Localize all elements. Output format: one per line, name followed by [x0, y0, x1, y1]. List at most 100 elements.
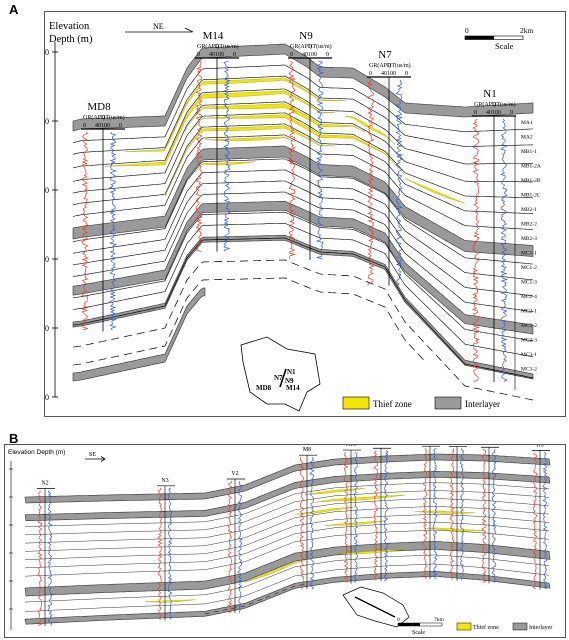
scale-min: 0 — [465, 26, 469, 35]
thief-zone — [294, 506, 356, 515]
layer-line — [72, 158, 534, 265]
layer-line — [24, 490, 550, 536]
layer-line — [72, 237, 534, 379]
interlayer-band — [24, 570, 551, 625]
layer-line — [72, 169, 534, 281]
thief-zone — [344, 116, 396, 145]
interlayer-band — [24, 541, 551, 597]
well-name: N7 — [378, 49, 392, 61]
gr-range-max: 40 — [95, 123, 101, 129]
legend-interlayer-label: Interlayer — [529, 625, 552, 631]
panel-a: Elevation Depth (m)-2800 -2900 -3000 -3100 -3… — [44, 11, 566, 417]
layer-line — [72, 134, 534, 230]
dt-curve — [491, 449, 497, 583]
legend-thief-label: Thief zone — [473, 624, 499, 631]
gr-label: GR(API) — [290, 43, 312, 50]
thief-zone — [124, 77, 346, 152]
well-name: N8 — [377, 445, 384, 446]
well-m8: M8 — [299, 447, 317, 590]
well-name: N1 — [483, 88, 496, 100]
legend-interlayer-swatch — [512, 622, 528, 631]
gr-curve — [532, 452, 538, 590]
layer-label: MC2-2 — [521, 323, 537, 329]
legend-thief-swatch — [342, 396, 370, 410]
dt-curve — [223, 60, 231, 252]
well-name: N2 — [41, 481, 48, 487]
inset-well-label: N9 — [285, 377, 294, 385]
dt-range-min: 100 — [387, 71, 396, 77]
layer-line — [24, 563, 550, 612]
layer-line — [72, 75, 534, 155]
well-n3: N3 — [157, 478, 175, 621]
interlayer-band — [72, 43, 534, 132]
scale-label: Scale — [495, 41, 514, 51]
gr-range-max: 40 — [381, 71, 387, 77]
layer-line — [72, 123, 534, 214]
dt-curve — [47, 490, 53, 626]
inset-well-label: M14 — [286, 384, 300, 392]
dashed-layer-line — [72, 277, 426, 366]
gr-curve — [373, 450, 379, 581]
dt-curve — [109, 131, 118, 331]
inset-outline — [240, 336, 321, 412]
panel-b-diagram: Elevation Depth (m) SE N2 N3 V2 M8 N10 N8 MD9 N11… — [8, 445, 552, 636]
layer-lines — [72, 64, 534, 401]
dt-curve — [383, 449, 389, 581]
layer-line — [72, 112, 534, 199]
scale-bar-fill — [398, 623, 420, 626]
inset-well-label: N7 — [274, 374, 283, 382]
layer-label: MC1-2 — [521, 265, 537, 271]
gr-curve — [37, 490, 43, 626]
gr-label: GR(API) — [83, 114, 105, 121]
gr-label: GR(API) — [197, 43, 219, 50]
inset-section-line — [279, 368, 287, 388]
axis-title: Depth (m) — [49, 34, 93, 45]
dt-curve — [542, 452, 548, 590]
gr-curve — [157, 487, 163, 621]
scale-max: 7km — [434, 617, 445, 623]
dt-label: DT(us/m) — [387, 62, 411, 69]
panel-b: Elevation Depth (m) SE N2 N3 V2 M8 N10 N8 MD9 N11… — [4, 444, 566, 638]
gr-curve — [299, 457, 305, 590]
well-v2: V2 — [227, 471, 245, 614]
gr-range-max: 40 — [486, 110, 492, 116]
interlayer-band — [72, 287, 206, 382]
legend: Thief zone Interlayer — [342, 396, 500, 410]
scale-min: 0 — [397, 617, 400, 623]
well-name: M8 — [303, 447, 311, 453]
layer-label: MC3-1 — [521, 352, 537, 358]
dt-range-max: 0 — [119, 123, 122, 129]
layer-label: MA2 — [521, 135, 533, 141]
gr-curve — [481, 448, 487, 583]
gr-curve — [422, 448, 428, 579]
well-name: M14 — [203, 30, 224, 42]
gr-range-min: 0 — [474, 110, 477, 116]
axis-title: Elevation — [49, 21, 90, 32]
gr-curve — [287, 60, 297, 260]
interlayer-band — [72, 200, 534, 335]
dt-range-min: 100 — [101, 123, 110, 129]
layer-label: MC1-3 — [521, 280, 537, 286]
gr-range-min: 0 — [369, 71, 372, 77]
layer-line — [72, 211, 534, 342]
dt-range-max: 0 — [233, 52, 236, 58]
wells: N2 N3 V2 M8 N10 N8 MD9 N11 N12 H5 — [37, 445, 550, 626]
dt-range-min: 100 — [492, 110, 501, 116]
depth-axis: Elevation Depth (m)-2800 -2900 -3000 -3100 -3… — [45, 21, 93, 402]
gr-range-min: 0 — [290, 52, 293, 58]
dt-range-max: 0 — [510, 110, 513, 116]
gr-curve — [343, 452, 349, 583]
inset-map: N1 N7 N9 MD8 M14 — [240, 336, 321, 412]
axis-title: Elevation Depth (m) — [8, 449, 65, 456]
dt-curve — [353, 451, 359, 583]
well-n10: N10 — [343, 445, 361, 584]
inset-section-line — [354, 596, 396, 618]
legend-interlayer-label: Interlayer — [465, 399, 500, 409]
dt-label: DT(us/m) — [308, 43, 332, 50]
layer-line — [72, 191, 534, 313]
legend-interlayer-swatch — [434, 396, 462, 410]
dt-curve — [394, 79, 404, 286]
dt-range-min: 100 — [308, 52, 317, 58]
well-n11: N11 — [449, 446, 467, 581]
